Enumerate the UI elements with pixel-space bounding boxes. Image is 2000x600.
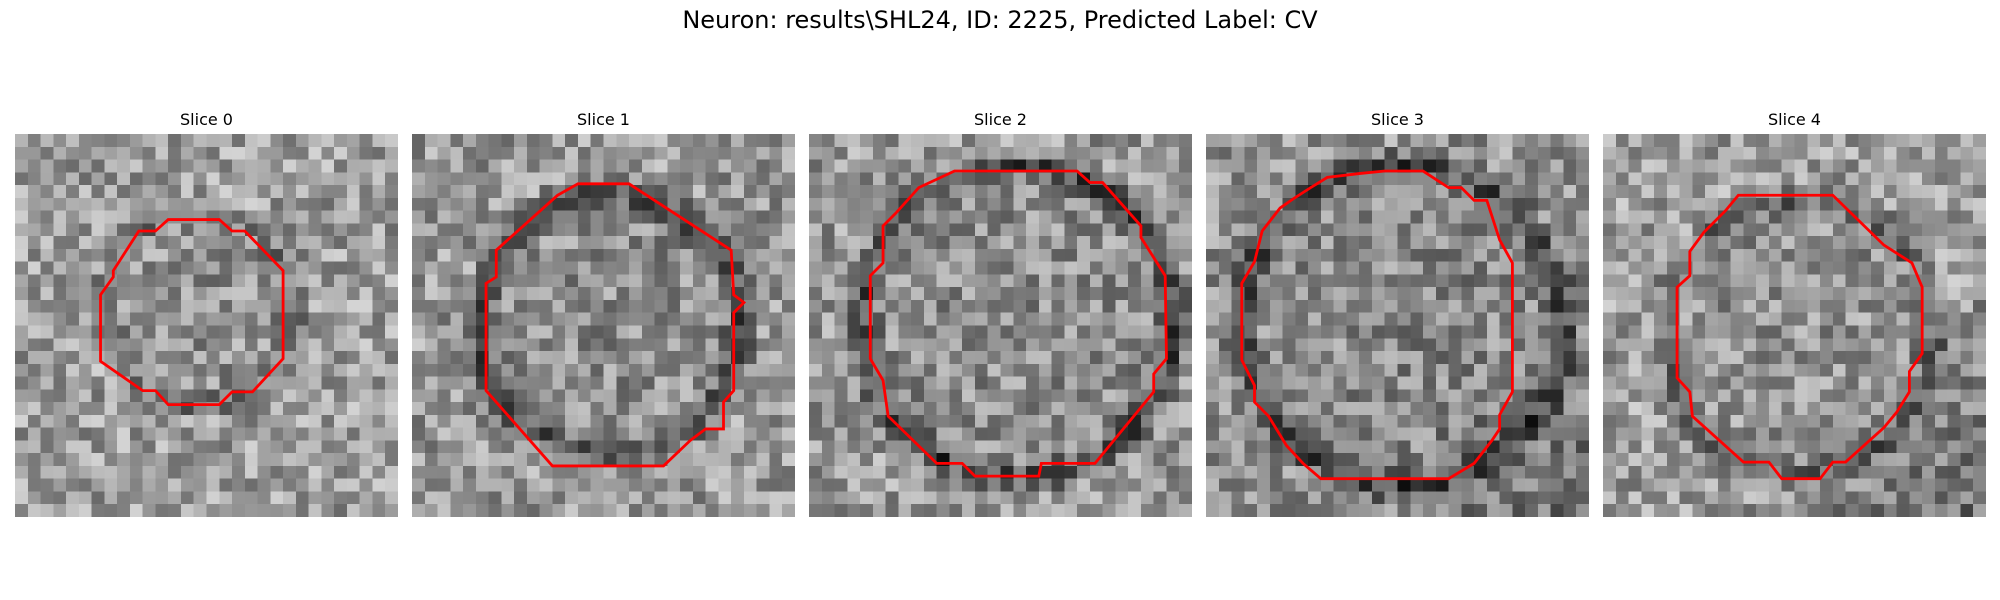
contour-outline-3 [1240, 169, 1514, 481]
slice-panel-4: Slice 4 [1603, 108, 1986, 517]
contour-outline-4 [1675, 193, 1924, 481]
slice-panel-2: Slice 2 [809, 108, 1192, 517]
slice-pixels-3 [1206, 134, 1589, 517]
slice-title-4: Slice 4 [1768, 110, 1821, 129]
slice-title-2: Slice 2 [974, 110, 1027, 129]
slice-pixels-0 [15, 134, 398, 517]
contour-outline-0 [99, 218, 285, 407]
slice-title-3: Slice 3 [1371, 110, 1424, 129]
slice-image-3 [1206, 134, 1589, 517]
slice-image-2 [809, 134, 1192, 517]
slice-panel-1: Slice 1 [412, 108, 795, 517]
slice-pixels-2 [809, 134, 1192, 517]
slice-title-1: Slice 1 [577, 110, 630, 129]
slice-panel-3: Slice 3 [1206, 108, 1589, 517]
slice-pixels-1 [412, 134, 795, 517]
slice-image-1 [412, 134, 795, 517]
figure-title: Neuron: results\SHL24, ID: 2225, Predict… [682, 6, 1318, 34]
slice-image-0 [15, 134, 398, 517]
slice-pixels-4 [1603, 134, 1986, 517]
slice-title-0: Slice 0 [180, 110, 233, 129]
contour-outline-1 [484, 182, 747, 468]
contour-outline-2 [868, 169, 1168, 478]
slice-panel-0: Slice 0 [15, 108, 398, 517]
slice-image-4 [1603, 134, 1986, 517]
